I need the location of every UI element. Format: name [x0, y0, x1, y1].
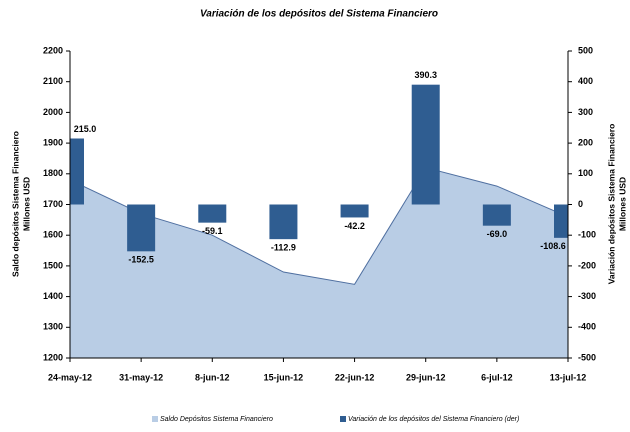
bar: [340, 204, 369, 218]
y2-tick-label: -400: [578, 322, 596, 332]
y-axis-label: Millones USD: [21, 177, 31, 231]
bar: [70, 138, 84, 205]
plot-area: [70, 84, 568, 358]
y2-tick-label: 400: [578, 76, 593, 86]
y2-tick-label: -200: [578, 260, 596, 270]
bar: [411, 84, 440, 205]
bar: [198, 204, 227, 223]
x-tick-label: 8-jun-12: [195, 372, 230, 382]
legend-swatch: [340, 416, 346, 422]
y2-tick-label: 500: [578, 45, 593, 55]
y-tick-label: 1300: [43, 322, 63, 332]
area: [70, 167, 568, 358]
y-tick-label: 1400: [43, 291, 63, 301]
y-tick-label: 1200: [43, 352, 63, 362]
data-label: -112.9: [271, 243, 296, 253]
data-label: -42.2: [344, 221, 365, 231]
legend-swatch: [152, 416, 158, 422]
y-tick-label: 2200: [43, 45, 63, 55]
data-label: -59.1: [202, 226, 223, 236]
y-tick-label: 1600: [43, 230, 63, 240]
data-label: -69.0: [487, 229, 508, 239]
legend-label: Variación de los depósitos del Sistema F…: [348, 416, 519, 423]
y2-axis-label: Variación depósitos Sistema Financiero: [606, 124, 616, 285]
data-label: 390.3: [414, 70, 437, 80]
y2-tick-label: 300: [578, 107, 593, 117]
y2-tick-label: 0: [578, 199, 583, 209]
y2-tick-label: 100: [578, 168, 593, 178]
y-tick-label: 2100: [43, 76, 63, 86]
x-tick-label: 13-jul-12: [550, 372, 587, 382]
y2-tick-label: -500: [578, 352, 596, 362]
bar: [269, 204, 298, 240]
y-tick-label: 2000: [43, 107, 63, 117]
y2-tick-label: -300: [578, 291, 596, 301]
y2-axis-label: Millones USD: [617, 177, 627, 231]
x-tick-label: 6-jul-12: [481, 372, 513, 382]
y-tick-label: 1900: [43, 137, 63, 147]
bar: [127, 204, 156, 252]
x-tick-label: 24-may-12: [48, 372, 92, 382]
y-tick-label: 1500: [43, 260, 63, 270]
data-label: -152.5: [128, 255, 154, 265]
data-label: -108.6: [540, 241, 566, 251]
x-tick-label: 31-may-12: [119, 372, 163, 382]
legend-label: Saldo Depósitos Sistema Financiero: [160, 416, 273, 423]
y2-tick-label: -100: [578, 230, 596, 240]
bar: [482, 204, 511, 226]
bar: [554, 204, 568, 238]
x-tick-label: 22-jun-12: [335, 372, 375, 382]
y-axis-label: Saldo depósitos Sistema Financiero: [10, 131, 20, 277]
y-tick-label: 1700: [43, 199, 63, 209]
chart-title: Variación de los depósitos del Sistema F…: [200, 9, 438, 20]
x-tick-label: 15-jun-12: [264, 372, 304, 382]
y-tick-label: 1800: [43, 168, 63, 178]
x-tick-label: 29-jun-12: [406, 372, 446, 382]
data-label: 215.0: [74, 124, 97, 134]
y2-tick-label: 200: [578, 137, 593, 147]
